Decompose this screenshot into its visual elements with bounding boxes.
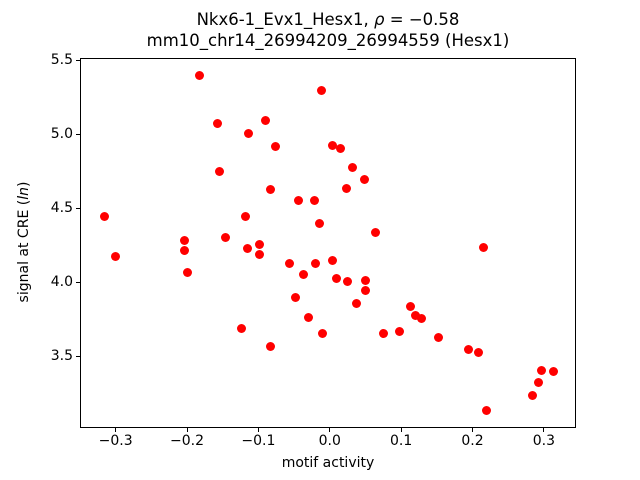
chart-title-line2: mm10_chr14_26994209_26994559 (Hesx1)	[146, 31, 510, 50]
x-tick-label: −0.2	[170, 433, 205, 449]
x-tick-mark	[115, 428, 117, 432]
data-point	[370, 228, 380, 238]
data-point	[360, 275, 370, 285]
data-point	[317, 86, 327, 96]
y-tick-mark	[76, 60, 80, 62]
y-axis-label-italic: ln	[16, 187, 32, 200]
data-point	[303, 312, 313, 322]
data-point	[482, 405, 492, 415]
data-point	[293, 195, 303, 205]
data-point	[213, 118, 223, 128]
data-point	[266, 342, 276, 352]
data-point	[534, 377, 544, 387]
data-point	[410, 311, 420, 321]
data-point	[315, 219, 325, 229]
y-tick-mark	[76, 356, 80, 358]
x-tick-mark	[257, 428, 259, 432]
data-point	[479, 242, 489, 252]
data-point	[343, 276, 353, 286]
y-tick-mark	[76, 208, 80, 210]
x-tick-mark	[329, 428, 331, 432]
data-point	[464, 345, 474, 355]
data-point	[291, 293, 301, 303]
x-axis-label: motif activity	[281, 455, 375, 471]
data-point	[395, 327, 405, 337]
y-tick-label: 5.0	[50, 125, 73, 142]
data-point	[328, 256, 338, 266]
y-tick-label: 4.5	[50, 199, 73, 216]
data-point	[111, 251, 121, 261]
y-axis-label-suffix: )	[16, 181, 32, 188]
data-point	[434, 333, 444, 343]
data-point	[194, 71, 204, 81]
data-point	[285, 259, 295, 269]
y-axis-label-prefix: signal at CRE (	[16, 199, 32, 303]
x-tick-mark	[400, 428, 402, 432]
data-point	[360, 285, 370, 295]
y-tick-label: 5.5	[50, 51, 73, 68]
y-tick-label: 4.0	[50, 273, 73, 290]
x-tick-mark	[472, 428, 474, 432]
chart-title-line1: Nkx6-1_Evx1_Hesx1, ρ = −0.58	[80, 9, 576, 30]
title-correlation-value: = −0.58	[384, 10, 460, 29]
data-point	[255, 250, 265, 260]
data-point	[359, 174, 369, 184]
data-point	[309, 195, 319, 205]
data-point	[243, 244, 253, 254]
data-point	[271, 142, 281, 152]
x-tick-label: 0.3	[532, 433, 555, 449]
data-point	[335, 143, 345, 153]
data-point	[255, 239, 265, 249]
data-point	[417, 313, 427, 323]
y-tick-mark	[76, 282, 80, 284]
data-point	[99, 211, 109, 221]
data-point	[474, 348, 484, 358]
data-point	[405, 302, 415, 312]
plot-area	[80, 58, 576, 428]
x-tick-mark	[186, 428, 188, 432]
x-tick-label: −0.3	[98, 433, 133, 449]
data-point	[548, 367, 558, 377]
data-point	[348, 163, 358, 173]
data-point	[182, 268, 192, 278]
data-point	[328, 140, 338, 150]
x-tick-label: 0.1	[390, 433, 413, 449]
data-point	[243, 128, 253, 138]
data-point	[341, 183, 351, 193]
data-point	[351, 299, 361, 309]
data-point	[331, 274, 341, 284]
data-point	[221, 232, 231, 242]
data-point	[527, 390, 537, 400]
y-tick-label: 3.5	[50, 347, 73, 364]
y-axis-label: signal at CRE (ln)	[16, 182, 32, 303]
title-text-prefix: Nkx6-1_Evx1_Hesx1,	[196, 10, 375, 29]
data-point	[236, 324, 246, 334]
data-point	[241, 211, 251, 221]
data-point	[378, 328, 388, 338]
rho-symbol: ρ	[374, 10, 385, 29]
data-point	[311, 259, 320, 269]
data-point	[318, 328, 328, 338]
data-point	[180, 245, 190, 255]
x-tick-label: −0.1	[241, 433, 276, 449]
x-tick-mark	[543, 428, 545, 432]
x-tick-label: 0.2	[461, 433, 484, 449]
data-point	[537, 365, 547, 375]
x-tick-label: 0.0	[318, 433, 341, 449]
y-tick-mark	[76, 134, 80, 136]
data-point	[298, 269, 308, 279]
data-point	[261, 115, 271, 125]
chart-title: Nkx6-1_Evx1_Hesx1, ρ = −0.58 mm10_chr14_…	[80, 9, 576, 51]
data-point	[180, 235, 190, 245]
data-point	[214, 167, 224, 177]
data-point	[266, 185, 276, 195]
